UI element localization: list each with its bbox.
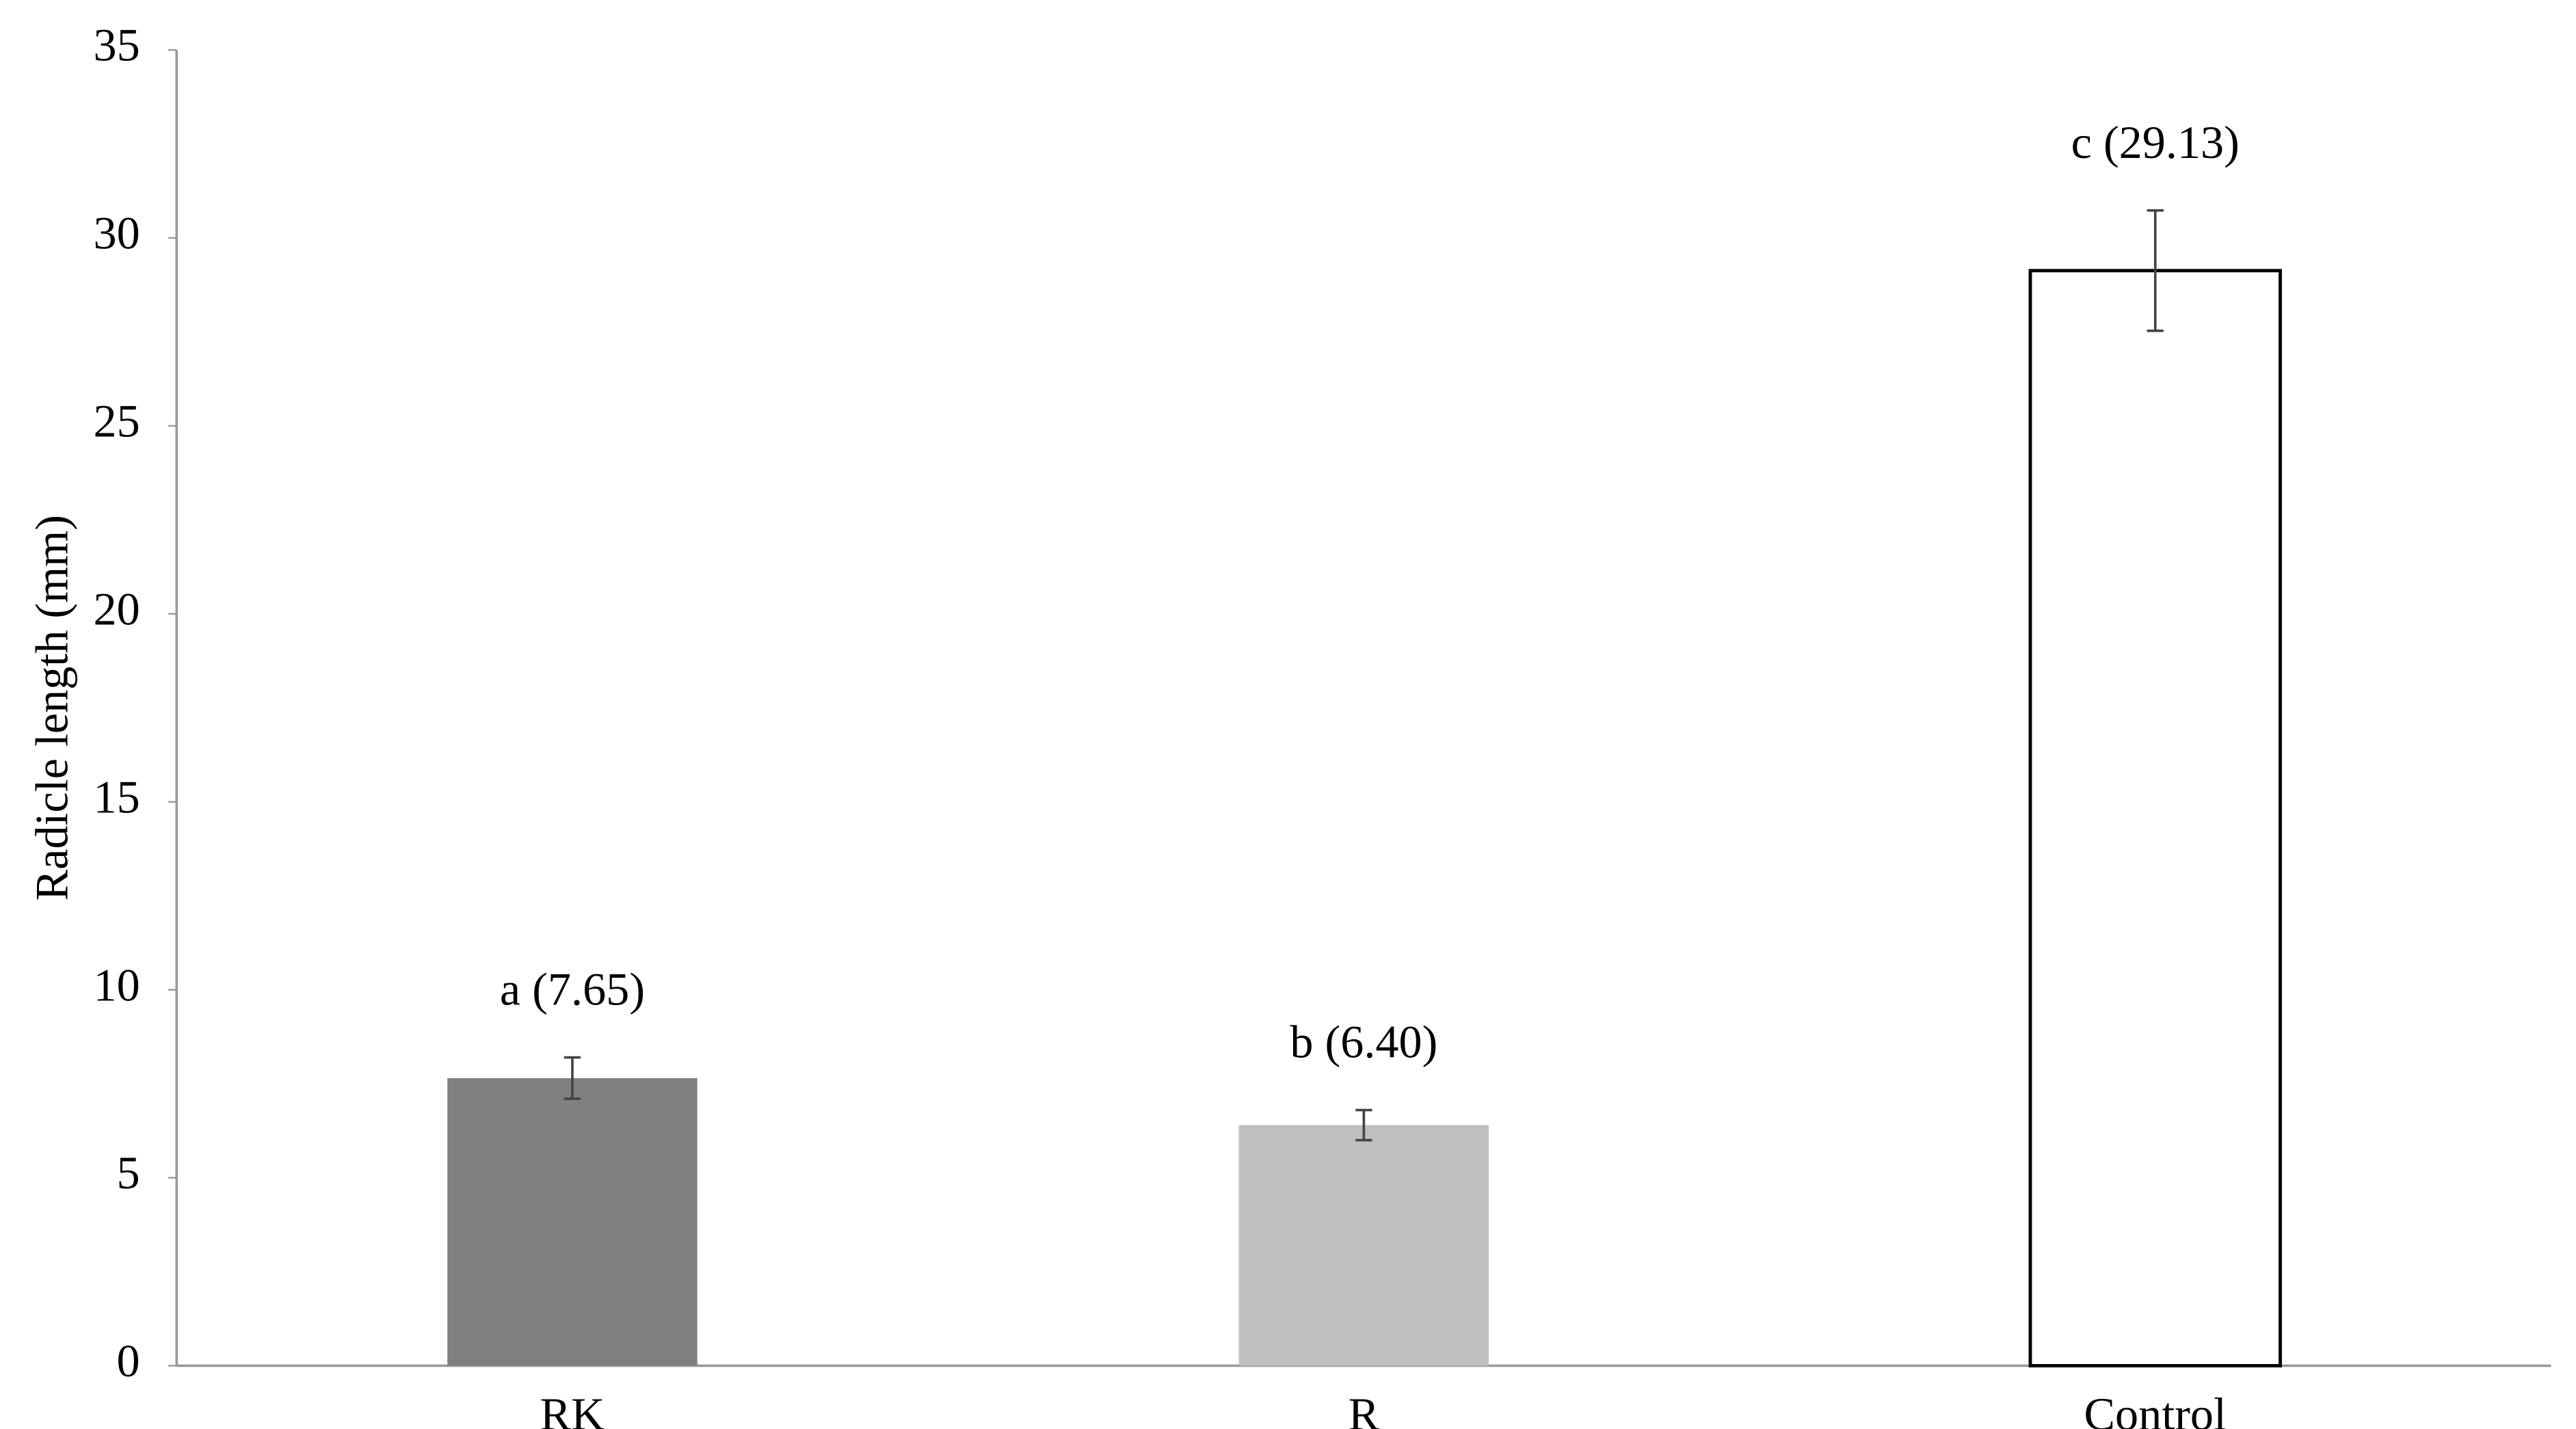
y-tick-label: 20 <box>93 583 140 635</box>
error-bar <box>563 1056 581 1100</box>
value-label: a (7.65) <box>500 963 645 1015</box>
y-axis-label: Radicle length (mm) <box>25 515 77 900</box>
x-tick-label: R <box>1349 1388 1380 1429</box>
error-bar <box>2147 209 2164 332</box>
value-label: c (29.13) <box>2071 116 2240 168</box>
value-label: b (6.40) <box>1290 1016 1437 1068</box>
y-tick-label: 30 <box>93 207 140 259</box>
y-tick-label: 5 <box>117 1147 140 1199</box>
x-tick-label: Control <box>2084 1388 2227 1429</box>
y-tick-label: 10 <box>93 959 140 1011</box>
bar <box>2028 269 2282 1367</box>
y-tick-label: 25 <box>93 395 140 447</box>
x-tick-label: RK <box>540 1388 605 1429</box>
y-tick-label: 0 <box>117 1335 140 1387</box>
bar <box>1238 1125 1489 1366</box>
bar <box>447 1078 698 1366</box>
y-tick-label: 35 <box>93 19 140 71</box>
y-tick-label: 15 <box>93 771 140 823</box>
error-bar <box>1355 1108 1372 1142</box>
